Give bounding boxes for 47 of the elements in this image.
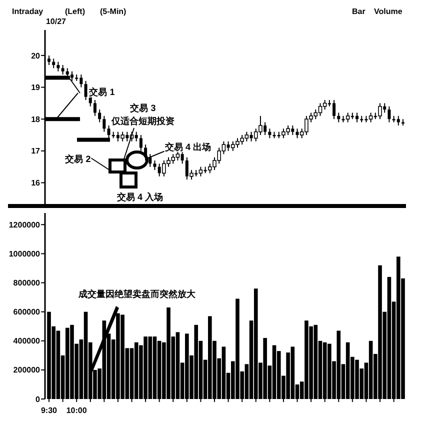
y-tick-label: 20 <box>31 51 41 60</box>
candlestick <box>368 112 373 123</box>
annotation: 交易 2 <box>64 154 91 164</box>
candlestick <box>198 166 203 177</box>
candlestick <box>337 112 340 123</box>
text: 10/27 <box>46 17 67 26</box>
annotation: 交易 4 入场 <box>116 192 164 202</box>
y-tick-label: 16 <box>31 178 41 188</box>
candlestick <box>388 106 391 123</box>
y-tick-label: 400000 <box>13 336 41 346</box>
y-tick-label: 18 <box>31 114 41 124</box>
annotation: 交易 4 出场 <box>164 142 212 152</box>
candlestick <box>52 58 56 69</box>
candlestick <box>107 124 110 139</box>
annotation: 仅适合短期投资 <box>110 116 174 126</box>
x-tick-label: 10:00 <box>66 406 88 415</box>
text: Bar <box>352 7 366 16</box>
text: (Left) <box>65 7 86 16</box>
candlestick <box>153 160 156 170</box>
candlestick <box>102 115 106 132</box>
y-tick-label: 1200000 <box>8 220 41 230</box>
y-tick-label: 600000 <box>13 308 41 317</box>
x-tick-label: 9:30 <box>40 406 58 415</box>
candlestick <box>120 131 124 142</box>
candlestick <box>139 134 142 152</box>
y-tick-label: 800000 <box>13 278 41 288</box>
candlestick <box>56 61 60 72</box>
y-tick-label: 19 <box>31 83 41 92</box>
text: Volume <box>374 7 403 16</box>
y-tick-label: 200000 <box>13 366 41 375</box>
annotation: 交易 1 <box>88 87 115 97</box>
candlestick <box>61 64 64 76</box>
annotation: 成交量因绝望卖盘而突然放大 <box>78 289 196 299</box>
candlestick <box>396 115 400 126</box>
candlestick <box>268 128 272 139</box>
y-tick-label: 17 <box>31 146 41 156</box>
candlestick <box>346 112 350 123</box>
candlestick <box>93 100 96 116</box>
candlestick <box>98 109 102 123</box>
candlestick <box>84 80 88 100</box>
annotation: 交易 3 <box>129 103 156 113</box>
candlestick <box>378 102 382 120</box>
text: (5-Min) <box>100 7 127 16</box>
candlestick <box>322 100 327 110</box>
y-tick-label: 1000000 <box>8 249 41 258</box>
y-tick-label: 0 <box>36 394 41 404</box>
chart-title: Intraday <box>12 7 44 16</box>
